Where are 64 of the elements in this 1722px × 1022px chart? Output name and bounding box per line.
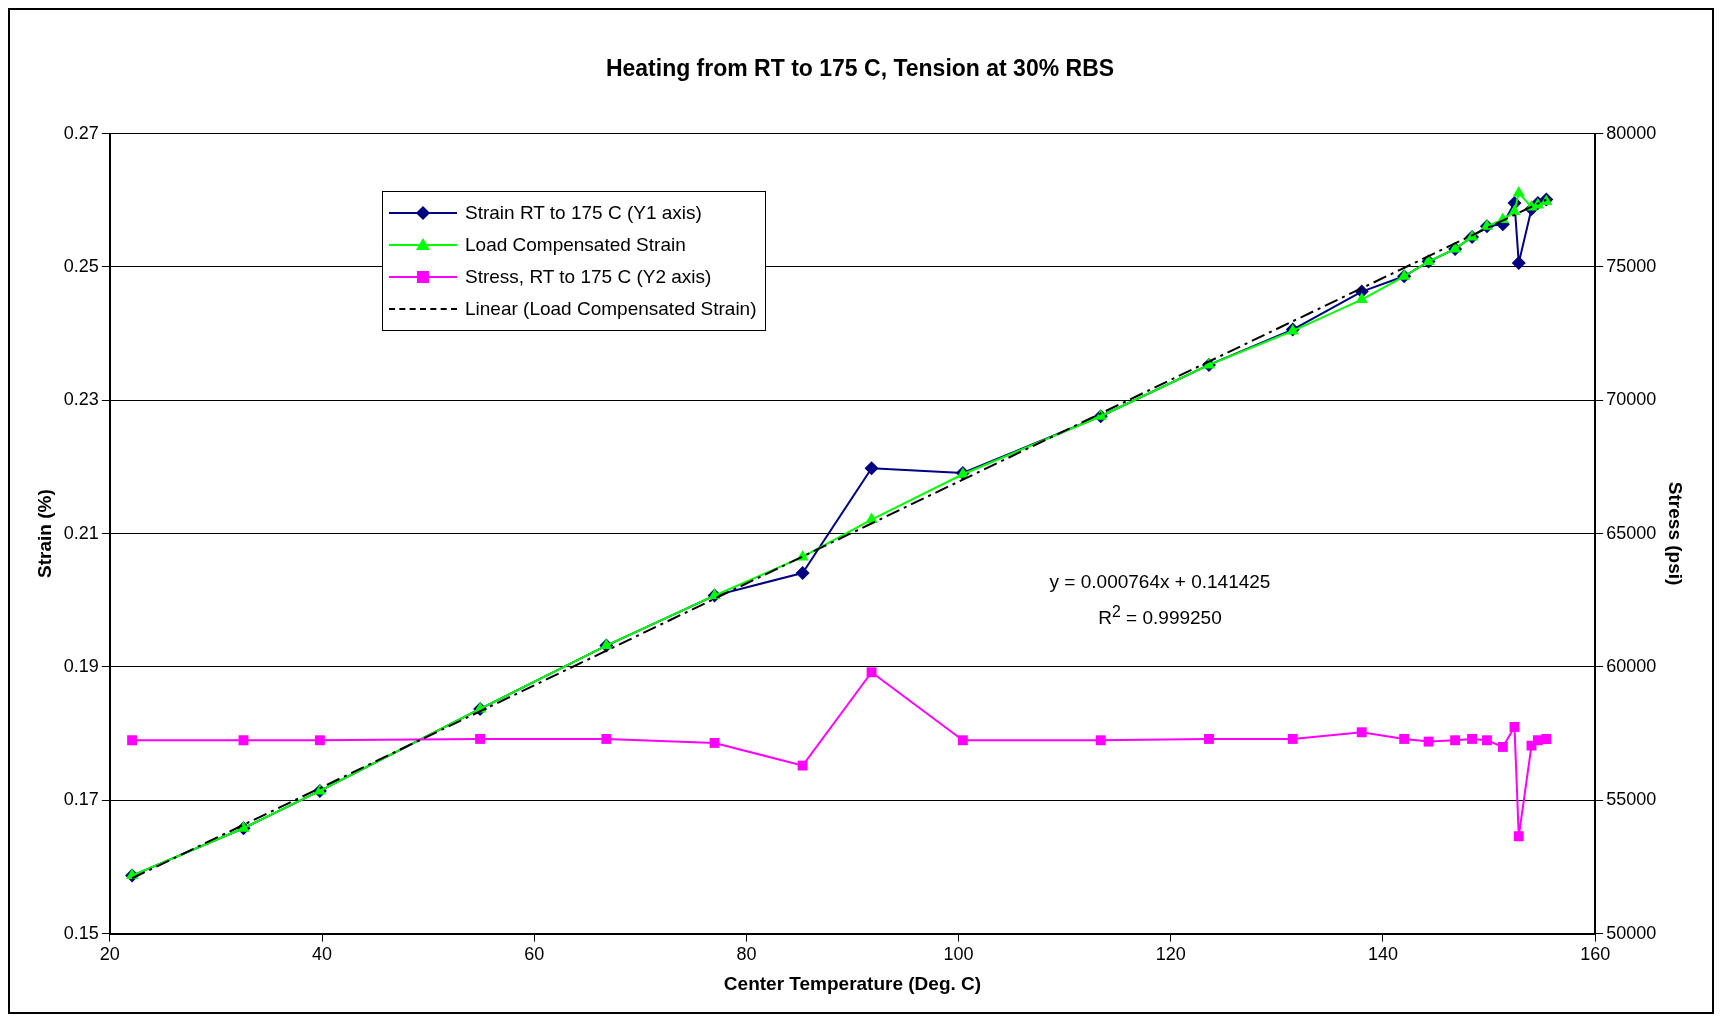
- point: [1511, 255, 1526, 270]
- point: [1480, 219, 1493, 230]
- point: [1509, 721, 1520, 732]
- legend-label: Linear (Load Compensated Strain): [465, 298, 757, 320]
- x-tick-label: 60: [524, 944, 545, 965]
- chart-title: Heating from RT to 175 C, Tension at 30% RBS: [605, 55, 1115, 82]
- point: [314, 735, 325, 746]
- x-axis-title: Center Temperature (Deg. C): [723, 972, 982, 994]
- y-tick-label: 0.21: [63, 522, 99, 543]
- point: [1481, 735, 1492, 746]
- point: [797, 760, 808, 771]
- point: [1423, 736, 1434, 747]
- point: [127, 735, 138, 746]
- point: [1356, 727, 1367, 738]
- point: [1497, 741, 1508, 752]
- point: [1512, 185, 1525, 197]
- point: [1094, 409, 1107, 420]
- y2-tick-label: 50000: [1606, 922, 1657, 943]
- x-tick-label: 40: [312, 944, 333, 965]
- point: [795, 565, 810, 580]
- point: [1355, 292, 1368, 304]
- x-tick-label: 20: [99, 944, 120, 965]
- y-tick-label: 0.19: [63, 655, 99, 676]
- point: [1095, 735, 1106, 746]
- y-tick-label: 0.27: [63, 122, 99, 143]
- legend-label: Stress, RT to 175 C (Y2 axis): [465, 266, 712, 288]
- y-axis-title: Strain (%): [33, 489, 55, 578]
- point: [237, 821, 250, 832]
- point: [1399, 733, 1410, 744]
- point: [709, 737, 720, 748]
- point: [601, 733, 612, 744]
- point: [1508, 204, 1521, 216]
- point: [864, 461, 879, 476]
- point: [1450, 735, 1461, 746]
- point: [1287, 733, 1298, 744]
- point: [866, 667, 877, 678]
- point: [1467, 733, 1478, 744]
- y2-tick-label: 65000: [1606, 522, 1657, 543]
- point: [1541, 733, 1552, 744]
- point: [957, 735, 968, 746]
- point: [475, 733, 486, 744]
- y-tick-label: 0.15: [63, 922, 99, 943]
- y2-tick-label: 70000: [1606, 389, 1657, 410]
- annotation: R$^{2}$ = 0.999250: [1097, 603, 1223, 630]
- point: [238, 735, 249, 746]
- x-tick-label: 80: [736, 944, 757, 965]
- y2-tick-label: 80000: [1606, 122, 1657, 143]
- x-tick-label: 160: [1580, 944, 1611, 965]
- point: [1513, 831, 1524, 842]
- y-tick-label: 0.23: [63, 389, 99, 410]
- y2-tick-label: 60000: [1606, 655, 1657, 676]
- legend-label: Load Compensated Strain: [465, 234, 686, 256]
- point: [1204, 733, 1214, 744]
- y2-axis-title: Stress (psi): [1665, 481, 1687, 586]
- legend-label: Strain RT to 175 C (Y1 axis): [465, 202, 702, 224]
- x-tick-label: 120: [1155, 944, 1186, 965]
- x-tick-label: 100: [943, 944, 974, 965]
- annotation: y = 0.000764x + 0.141425: [1048, 571, 1272, 593]
- x-tick-label: 140: [1367, 944, 1398, 965]
- point: [1398, 269, 1411, 280]
- y2-tick-label: 75000: [1606, 255, 1657, 276]
- y-tick-label: 0.17: [63, 789, 99, 810]
- y-tick-label: 0.25: [63, 255, 99, 276]
- y2-tick-label: 55000: [1606, 789, 1657, 810]
